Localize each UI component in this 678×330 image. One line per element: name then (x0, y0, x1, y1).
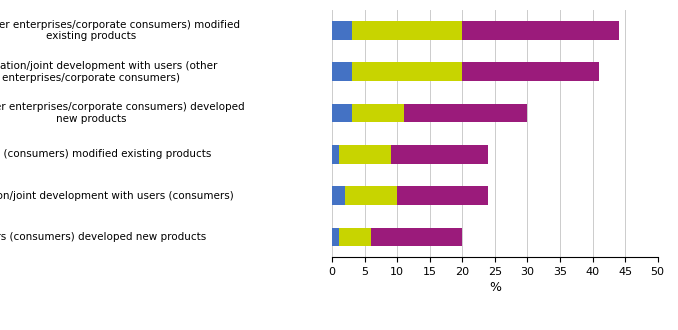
Bar (339, 145, 391, 164)
X-axis label: %: % (489, 281, 501, 294)
Bar (332, 228, 339, 246)
Bar (404, 104, 527, 122)
Bar (372, 228, 462, 246)
Bar (352, 62, 462, 81)
Bar (345, 186, 397, 205)
Bar (391, 145, 488, 164)
Bar (339, 228, 372, 246)
Bar (352, 21, 462, 40)
Bar (397, 186, 488, 205)
Bar (462, 62, 599, 81)
Bar (332, 186, 345, 205)
Bar (332, 104, 352, 122)
Bar (332, 21, 352, 40)
Bar (332, 62, 352, 81)
Bar (352, 104, 404, 122)
Bar (462, 21, 618, 40)
Bar (332, 145, 339, 164)
